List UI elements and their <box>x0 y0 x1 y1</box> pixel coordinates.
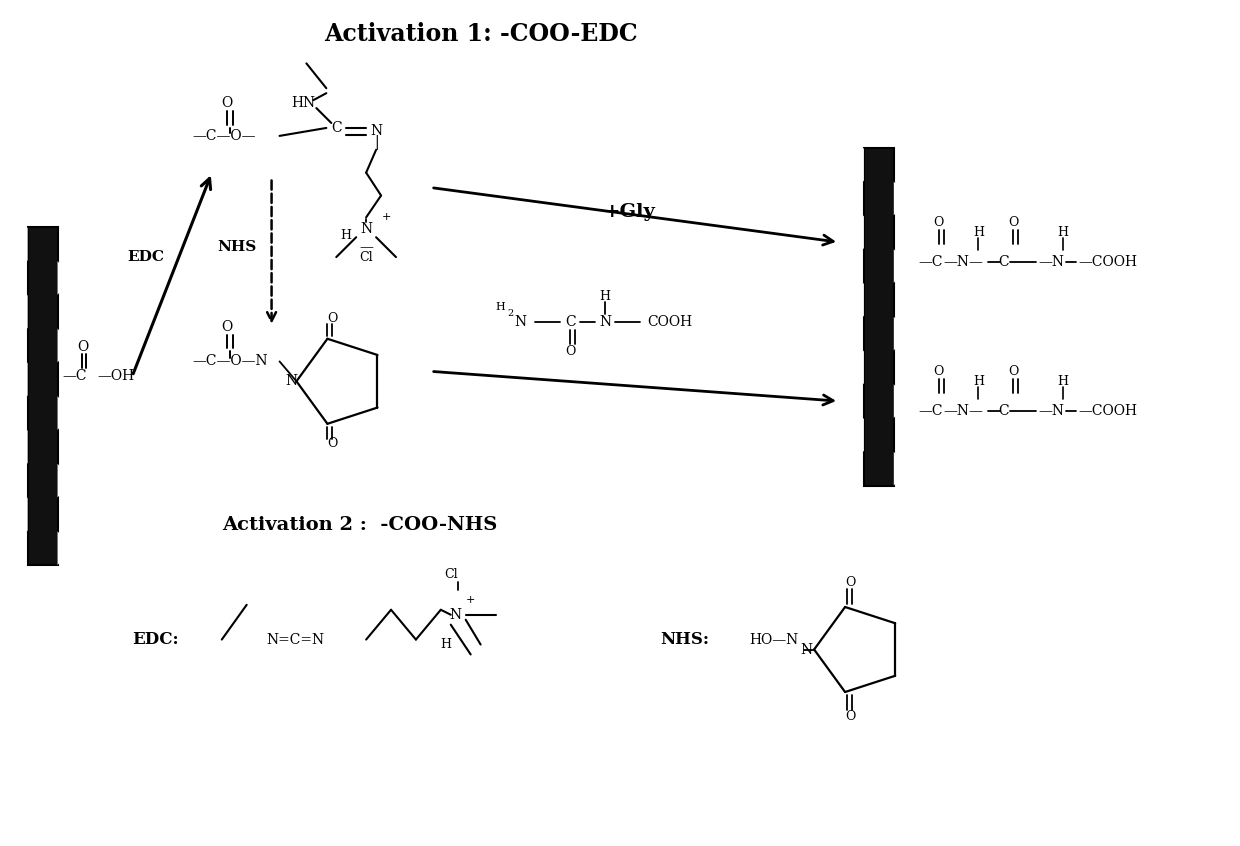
Bar <box>27 228 57 565</box>
Text: —N: —N <box>1038 404 1064 418</box>
Polygon shape <box>849 418 864 452</box>
Text: —: — <box>360 240 373 254</box>
Text: —OH: —OH <box>98 370 134 383</box>
Text: NHS: NHS <box>217 240 257 254</box>
Text: H: H <box>496 302 506 312</box>
Polygon shape <box>57 396 72 430</box>
Text: C: C <box>331 121 341 135</box>
Polygon shape <box>57 261 72 295</box>
Text: EDC: EDC <box>128 250 164 264</box>
Text: O: O <box>221 320 232 333</box>
Polygon shape <box>894 452 909 486</box>
Text: Cl: Cl <box>444 569 458 581</box>
Polygon shape <box>849 148 864 182</box>
Text: N: N <box>800 642 812 656</box>
Text: C: C <box>565 315 575 328</box>
Text: —N: —N <box>1038 255 1064 269</box>
Text: +: + <box>382 212 391 222</box>
Polygon shape <box>894 316 909 350</box>
Polygon shape <box>894 182 909 216</box>
Text: HO—N: HO—N <box>749 633 799 646</box>
Text: —C: —C <box>919 404 944 418</box>
Polygon shape <box>57 328 72 362</box>
Polygon shape <box>849 350 864 384</box>
Text: COOH: COOH <box>647 315 692 328</box>
Polygon shape <box>849 283 864 316</box>
Text: Activation 1: -COO-EDC: Activation 1: -COO-EDC <box>324 22 637 46</box>
Text: O: O <box>844 711 856 723</box>
Text: HN: HN <box>291 96 315 110</box>
Polygon shape <box>57 464 72 497</box>
Text: H: H <box>341 228 352 242</box>
Text: —C: —C <box>62 370 87 383</box>
Text: 2: 2 <box>507 310 513 318</box>
Text: O: O <box>327 312 337 326</box>
Text: EDC:: EDC: <box>133 631 179 648</box>
Text: O: O <box>934 365 944 378</box>
Text: —COOH: —COOH <box>1078 255 1137 269</box>
Text: N: N <box>599 315 611 328</box>
Text: Cl: Cl <box>360 250 373 264</box>
Text: NHS:: NHS: <box>660 631 709 648</box>
Text: |: | <box>373 135 378 151</box>
Text: O: O <box>934 216 944 228</box>
Text: —C—O—N: —C—O—N <box>192 354 268 368</box>
Polygon shape <box>12 295 27 328</box>
Text: +Gly: +Gly <box>604 203 656 222</box>
Text: O: O <box>77 339 88 354</box>
Polygon shape <box>12 430 27 464</box>
Polygon shape <box>849 216 864 250</box>
Text: —C—O—: —C—O— <box>192 129 255 143</box>
Text: O: O <box>1008 365 1018 378</box>
Text: H: H <box>600 290 610 304</box>
Text: H: H <box>440 638 451 651</box>
Text: O: O <box>565 345 575 358</box>
Polygon shape <box>12 497 27 531</box>
Text: —N—: —N— <box>944 255 983 269</box>
Text: Activation 2 :  -COO-NHS: Activation 2 : -COO-NHS <box>222 516 497 535</box>
Polygon shape <box>894 250 909 283</box>
Bar <box>864 148 894 486</box>
Text: O: O <box>1008 216 1018 228</box>
Text: H: H <box>1058 375 1069 387</box>
Text: O: O <box>844 575 856 589</box>
Text: H: H <box>1058 226 1069 239</box>
Text: —N—: —N— <box>944 404 983 418</box>
Text: O: O <box>221 96 232 110</box>
Text: C: C <box>998 255 1008 269</box>
Text: —C: —C <box>919 255 944 269</box>
Text: N=C=N: N=C=N <box>267 633 325 646</box>
Text: O: O <box>327 437 337 450</box>
Text: H: H <box>973 226 983 239</box>
Text: N: N <box>285 374 298 388</box>
Text: —COOH: —COOH <box>1078 404 1137 418</box>
Text: N: N <box>515 315 527 328</box>
Text: C: C <box>998 404 1008 418</box>
Polygon shape <box>12 228 27 261</box>
Text: H: H <box>973 375 983 387</box>
Text: N: N <box>450 607 461 622</box>
Polygon shape <box>894 384 909 418</box>
Polygon shape <box>12 362 27 396</box>
Text: +: + <box>466 595 475 605</box>
Polygon shape <box>57 531 72 565</box>
Text: N: N <box>360 222 372 236</box>
Text: N: N <box>370 124 382 138</box>
